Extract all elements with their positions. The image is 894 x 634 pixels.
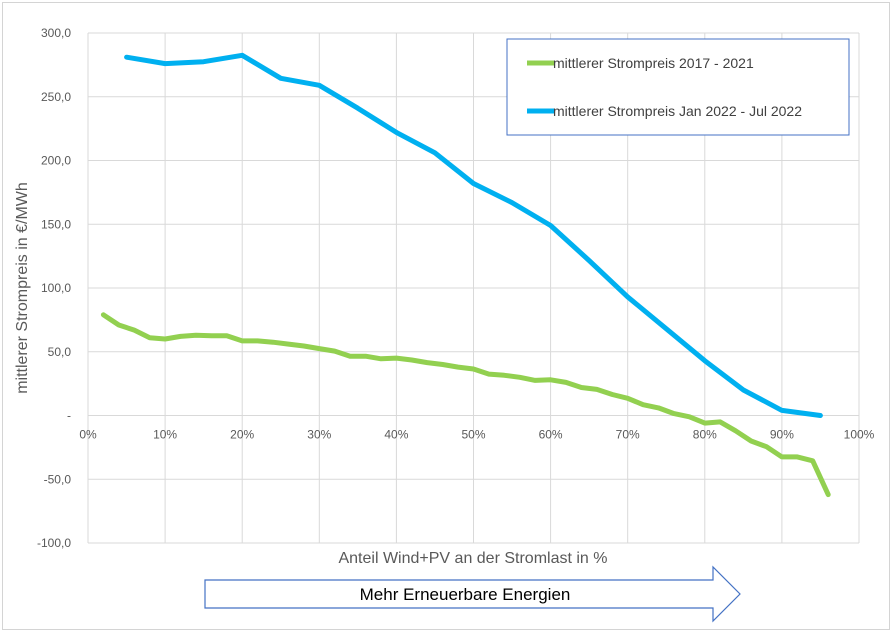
series-layer	[100, 52, 831, 498]
x-tick-label: 70%	[616, 428, 640, 442]
legend-box	[506, 38, 850, 136]
y-tick-label: 300,0	[41, 26, 71, 40]
y-tick-label: -	[67, 409, 71, 423]
gridlines	[87, 32, 860, 544]
x-tick-label: 50%	[461, 428, 485, 442]
legend-label-2022: mittlerer Strompreis Jan 2022 - Jul 2022	[553, 103, 802, 119]
y-tick-label: -50,0	[44, 472, 72, 486]
y-tick-label: 150,0	[41, 217, 71, 231]
series-line-1	[124, 52, 823, 418]
series-line-0	[100, 312, 831, 498]
x-tick-label: 20%	[230, 428, 254, 442]
y-tick-label: 50,0	[48, 345, 72, 359]
renewables-arrow: Mehr Erneuerbare Energien	[204, 565, 741, 623]
x-axis-title: Anteil Wind+PV an der Stromlast in %	[338, 550, 607, 567]
x-tick-label: 90%	[770, 428, 794, 442]
arrow-shape	[204, 565, 741, 623]
legend: mittlerer Strompreis 2017 - 2021 mittler…	[506, 38, 850, 136]
y-axis-title: mittlerer Strompreis in €/MWh	[14, 182, 31, 394]
y-tick-label: 250,0	[41, 90, 71, 104]
x-tick-label: 100%	[844, 428, 875, 442]
y-tick-label: -100,0	[37, 536, 71, 550]
x-axis-ticks: 0% 10% 20% 30% 40% 50% 60% 70% 80% 90% 100%	[79, 428, 874, 442]
x-tick-label: 0%	[79, 428, 97, 442]
legend-label-2017-2021: mittlerer Strompreis 2017 - 2021	[553, 55, 754, 71]
x-tick-label: 30%	[307, 428, 331, 442]
y-tick-label: 100,0	[41, 281, 71, 295]
y-axis-ticks: 300,0 250,0 200,0 150,0 100,0 50,0 - -50,0 -100,…	[37, 26, 71, 550]
x-tick-label: 10%	[153, 428, 177, 442]
x-tick-label: 40%	[384, 428, 408, 442]
x-tick-label: 80%	[693, 428, 717, 442]
arrow-label: Mehr Erneuerbare Energien	[360, 585, 571, 604]
y-tick-label: 200,0	[41, 154, 71, 168]
x-tick-label: 60%	[539, 428, 563, 442]
